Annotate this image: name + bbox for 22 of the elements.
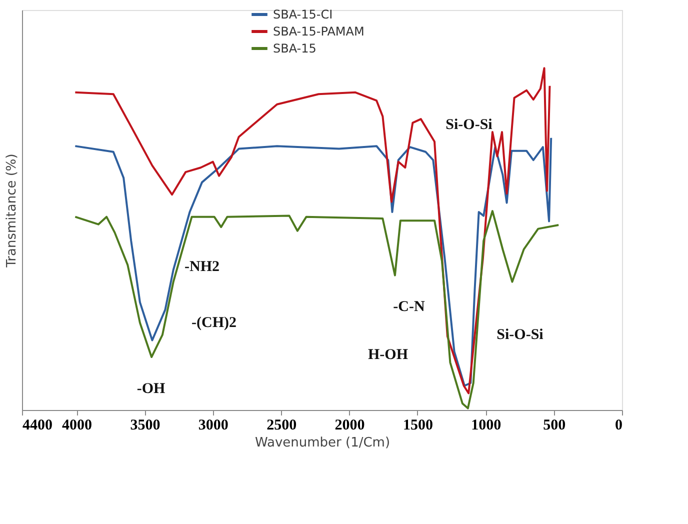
x-axis-title: Wavenumber (1/Cm) [254, 436, 390, 450]
annotation: Si-O-Si [496, 327, 544, 343]
x-tick-label: 2000 [334, 418, 365, 434]
annotation: -C-N [393, 299, 425, 315]
x-tick-label: 2500 [266, 418, 297, 434]
x-tick-label: 4400 [22, 418, 52, 434]
legend-label: SBA-15 [273, 42, 316, 56]
annotation: H-OH [368, 347, 408, 363]
x-tick-label: 0 [615, 418, 622, 434]
legend-label: SBA-15-PAMAM [273, 24, 364, 38]
x-tick-label: 4000 [62, 418, 92, 434]
x-tick-label: 3500 [130, 418, 160, 434]
x-tick-label: 500 [543, 418, 566, 434]
annotation: -OH [136, 381, 166, 397]
annotation: -NH2 [184, 259, 220, 275]
x-tick-label: 1500 [402, 418, 433, 434]
x-tick-label: 1000 [471, 418, 502, 434]
annotation: Si-O-Si [446, 117, 492, 133]
y-axis-title: Transmitance (%) [4, 154, 20, 268]
x-tick-label: 3000 [198, 418, 228, 434]
annotation: -(CH)2 [192, 315, 236, 331]
legend-label: SBA-15-CI [273, 8, 333, 22]
